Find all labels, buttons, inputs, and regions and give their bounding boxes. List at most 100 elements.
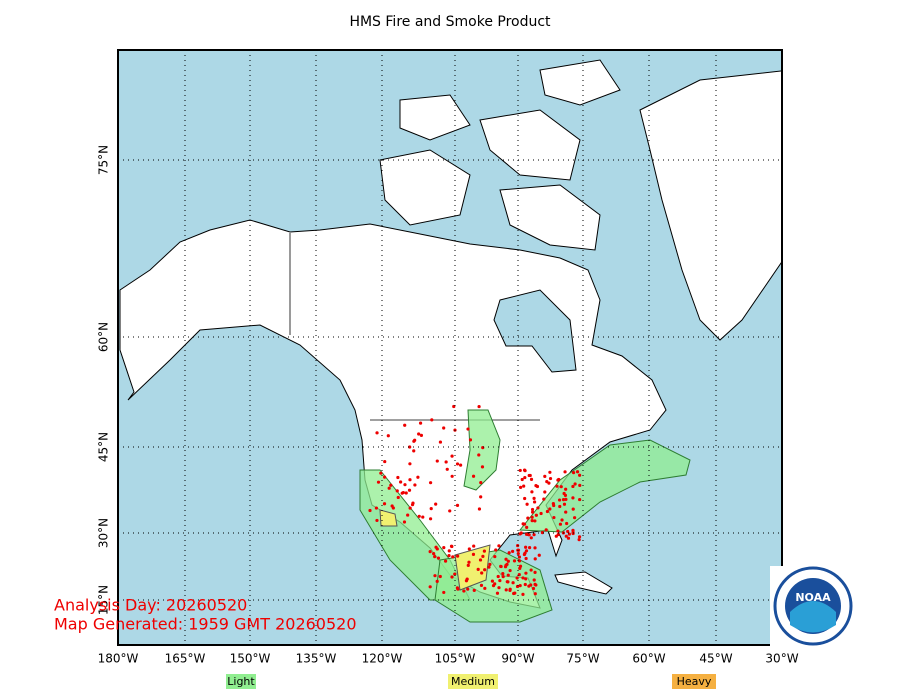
fire: [533, 592, 537, 596]
fire: [379, 471, 383, 475]
fire: [468, 438, 473, 442]
fire: [480, 571, 484, 575]
fire: [564, 497, 568, 501]
graticule: [118, 50, 782, 645]
fire: [556, 529, 560, 533]
fire: [520, 477, 524, 482]
fire: [493, 554, 497, 559]
island: [499, 184, 601, 251]
fire: [443, 559, 448, 563]
fire: [456, 554, 460, 558]
cuba: [554, 571, 613, 595]
fire: [564, 510, 568, 514]
fire: [523, 475, 527, 480]
fire: [519, 485, 523, 489]
lat-label: 30°N: [97, 518, 111, 548]
fire: [529, 477, 534, 481]
lon-labels: 180°W 165°W 150°W 135°W 120°W 105°W 90°W 75°W 60…: [98, 652, 799, 666]
fire: [449, 544, 454, 548]
fire: [494, 548, 498, 552]
fire: [496, 574, 500, 579]
fire: [428, 517, 433, 521]
greenland: [639, 70, 782, 341]
fire: [442, 546, 446, 550]
fire: [495, 591, 500, 595]
fire: [571, 496, 575, 500]
fire: [417, 432, 421, 436]
fire: [522, 522, 527, 526]
fire: [487, 565, 491, 569]
lat-label: 75°N: [97, 145, 111, 175]
fire: [571, 528, 575, 532]
fire: [438, 574, 442, 579]
fire: [480, 465, 485, 469]
fire: [481, 446, 485, 450]
fire: [524, 545, 528, 549]
fire: [517, 555, 522, 559]
fire: [435, 459, 439, 463]
fire: [525, 525, 529, 529]
fire: [511, 581, 515, 585]
fire: [403, 423, 407, 427]
fire: [477, 404, 481, 409]
fire: [564, 534, 568, 538]
lon-label: 75°W: [566, 652, 599, 666]
fire: [408, 462, 412, 466]
fire: [447, 549, 451, 553]
fire: [517, 572, 521, 577]
fire: [477, 453, 481, 457]
lon-label: 165°W: [165, 652, 206, 666]
fire: [529, 568, 533, 572]
title: HMS Fire and Smoke Product: [349, 14, 551, 30]
fire: [501, 572, 505, 576]
fire: [462, 589, 466, 593]
analysis-day: Analysis Day: 20260520: [54, 596, 247, 615]
logo: NOAA: [770, 566, 856, 648]
fire: [523, 551, 527, 555]
fire: [528, 546, 532, 550]
fire: [428, 481, 433, 485]
fire: [544, 528, 548, 532]
fire: [565, 521, 569, 526]
fire: [578, 497, 582, 502]
fire: [376, 480, 381, 484]
fire: [508, 588, 512, 592]
fire: [477, 507, 482, 511]
fire: [442, 426, 446, 430]
fire: [543, 490, 547, 494]
lat-label: 15°N: [97, 585, 111, 615]
fire: [401, 490, 405, 495]
fire: [488, 562, 492, 566]
fire: [497, 586, 501, 590]
hudson-bay: [493, 289, 577, 373]
fire: [497, 544, 501, 548]
lon-label: 60°W: [632, 652, 665, 666]
fire: [566, 529, 570, 534]
fire: [559, 485, 563, 489]
fire: [523, 496, 527, 501]
fire: [410, 503, 415, 507]
fire: [374, 506, 378, 510]
logo-text: NOAA: [795, 591, 831, 604]
fire: [533, 570, 537, 574]
fire: [453, 572, 457, 576]
legend-swatch: [226, 674, 256, 689]
fire: [395, 489, 399, 493]
fire: [387, 486, 391, 490]
fire: [571, 531, 575, 536]
fire: [448, 509, 452, 513]
fire: [518, 468, 522, 473]
fire: [419, 433, 424, 437]
fire: [430, 418, 434, 422]
fire: [563, 493, 568, 497]
fire: [573, 516, 577, 520]
fire: [501, 575, 505, 579]
fire: [548, 507, 552, 511]
fire: [466, 563, 470, 567]
fire: [573, 482, 577, 486]
fire: [548, 476, 553, 481]
fire: [533, 582, 537, 586]
fire: [396, 475, 400, 480]
legend-label: Heavy: [677, 675, 712, 688]
fire: [512, 591, 516, 596]
